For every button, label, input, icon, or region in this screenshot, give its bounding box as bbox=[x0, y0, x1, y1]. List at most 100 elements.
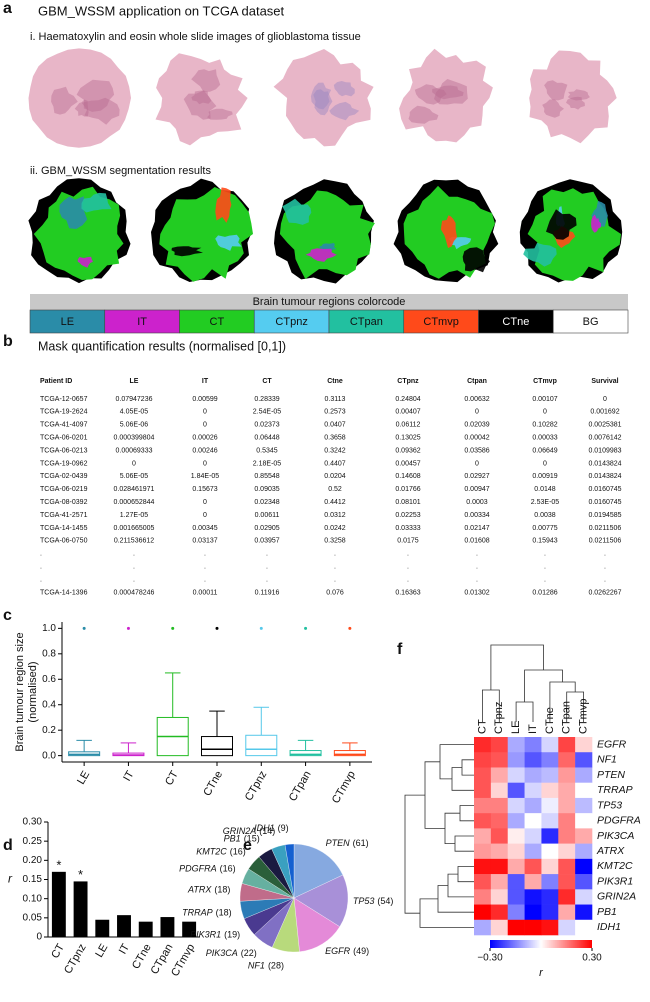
table-header: Patient ID bbox=[40, 378, 72, 385]
gene-name: PTEN bbox=[326, 839, 351, 849]
max-point bbox=[215, 626, 219, 630]
x-tick-label: CTmvp bbox=[330, 769, 358, 806]
row-label: PDGFRA bbox=[597, 815, 641, 827]
pie-label: PTEN (61) bbox=[326, 839, 369, 849]
heatmap-cell bbox=[558, 843, 576, 860]
table-cell: 0 bbox=[603, 396, 607, 403]
pie-label: EGFR (49) bbox=[325, 946, 369, 956]
gene-name: PB1 bbox=[224, 834, 241, 844]
pie-label: PIK3R1 (19) bbox=[190, 930, 240, 940]
colorbar-tick-label: −0.30 bbox=[477, 953, 503, 964]
gene-name: TP53 bbox=[353, 896, 375, 906]
table-header: LE bbox=[130, 378, 139, 385]
segmentation-region bbox=[81, 192, 112, 213]
he-tissue bbox=[273, 49, 374, 147]
column-label: CTpnz bbox=[493, 702, 505, 734]
heatmap-cell bbox=[575, 919, 593, 936]
heatmap-cell bbox=[524, 813, 542, 829]
x-tick-label: LE bbox=[75, 769, 92, 787]
he-tissue-patch bbox=[544, 80, 568, 101]
table-cell: 0.0148 bbox=[534, 486, 556, 493]
table-cell: 0.0003 bbox=[466, 499, 488, 506]
heatmap-cell bbox=[575, 782, 593, 799]
heatmap-cell bbox=[524, 858, 542, 875]
pie-slice bbox=[284, 843, 295, 899]
pie-label: TRRAP (18) bbox=[182, 908, 232, 918]
table-cell: 0.3658 bbox=[324, 435, 346, 442]
pie-label: PIK3CA (22) bbox=[206, 949, 257, 959]
table-cell: 0.0204 bbox=[324, 473, 346, 480]
pie-slice bbox=[293, 897, 340, 952]
table-cell: . bbox=[266, 551, 268, 558]
table-cell: 0.03957 bbox=[254, 538, 279, 545]
y-tick-label: 0.10 bbox=[23, 893, 43, 904]
box bbox=[201, 736, 233, 757]
heatmap-cell bbox=[474, 797, 492, 814]
y-tick-label: 0.25 bbox=[23, 836, 43, 847]
colorcode-label: CT bbox=[210, 316, 225, 328]
heatmap-cell bbox=[490, 767, 509, 783]
x-tick-label: CTpnz bbox=[243, 769, 270, 803]
column-dendrogram bbox=[482, 644, 584, 722]
he-tissue-patch bbox=[567, 89, 590, 101]
table-cell: 0.028461971 bbox=[114, 486, 155, 493]
table-cell: 0.01286 bbox=[532, 589, 557, 596]
heatmap-cell bbox=[490, 828, 509, 844]
segmentation-region bbox=[282, 198, 312, 225]
table-cell: 0.5345 bbox=[256, 447, 278, 454]
table-cell: 5.06E-06 bbox=[120, 422, 149, 429]
heatmap-cell bbox=[541, 904, 559, 921]
table-cell: 0.15673 bbox=[192, 486, 217, 493]
colorcode-label: CTpan bbox=[350, 316, 383, 328]
row-label: IDH1 bbox=[597, 921, 621, 933]
table-cell: 0.52 bbox=[328, 486, 342, 493]
heatmap-cell bbox=[474, 889, 492, 905]
table-cell: . bbox=[407, 564, 409, 571]
table-cell: 0.0160745 bbox=[588, 499, 621, 506]
table-cell: 0.02905 bbox=[254, 525, 279, 532]
table-cell: TCGA-06-0750 bbox=[40, 538, 88, 545]
table-cell: 2.54E-05 bbox=[253, 409, 282, 416]
table-cell: . bbox=[266, 576, 268, 583]
value-label: (49) bbox=[353, 946, 369, 956]
table-cell: 0.02147 bbox=[464, 525, 489, 532]
heatmap-cell bbox=[490, 904, 509, 921]
table-cell: 0.0025381 bbox=[588, 422, 621, 429]
column-label: LE bbox=[510, 721, 522, 734]
table-cell: 0.10282 bbox=[532, 422, 557, 429]
colorcode-swatch bbox=[552, 309, 629, 334]
heatmap-cell bbox=[490, 782, 509, 799]
heatmap-cell bbox=[507, 782, 525, 799]
table-cell: 0.0194585 bbox=[588, 512, 621, 519]
segmentation-tissue bbox=[33, 186, 124, 280]
table-cell: 0.03137 bbox=[192, 538, 217, 545]
heatmap-cell bbox=[541, 843, 559, 860]
he-tissue-patch bbox=[191, 69, 221, 92]
table-cell: 1.27E-05 bbox=[120, 512, 149, 519]
colorcode-header bbox=[30, 294, 628, 310]
y-axis-label: (normalised) bbox=[27, 661, 39, 722]
table-cell: TCGA-06-0213 bbox=[40, 447, 88, 454]
table-cell: 0 bbox=[203, 460, 207, 467]
value-label: (28) bbox=[268, 961, 284, 971]
table-header: CTpnz bbox=[397, 378, 419, 385]
table-cell: TCGA-06-0201 bbox=[40, 435, 88, 442]
pie-slice bbox=[293, 843, 344, 899]
value-label: (54) bbox=[377, 896, 393, 906]
table-cell: 0.28339 bbox=[254, 396, 279, 403]
colorcode-title: Brain tumour regions colorcode bbox=[253, 296, 406, 308]
bar bbox=[117, 915, 131, 937]
row-label: ATRX bbox=[596, 845, 625, 857]
heatmap-cell bbox=[558, 874, 576, 890]
table-cell: 0.09035 bbox=[254, 486, 279, 493]
table-cell: . bbox=[604, 564, 606, 571]
table-cell: 0.00011 bbox=[193, 589, 218, 596]
table-cell: . bbox=[476, 551, 478, 558]
heatmap-cell bbox=[558, 858, 576, 875]
table-cell: 0.09362 bbox=[395, 447, 420, 454]
heatmap-cell bbox=[575, 737, 593, 753]
table-cell: 0.06112 bbox=[396, 422, 421, 429]
table-cell: 0.00457 bbox=[395, 460, 420, 467]
